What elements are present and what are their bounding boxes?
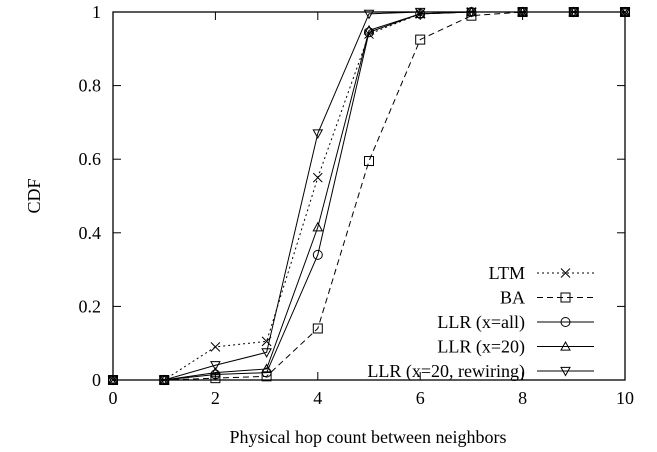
- data-point-series-3: [210, 367, 221, 377]
- data-point-series-3: [261, 363, 272, 374]
- y-tick-label: 0.2: [79, 296, 102, 316]
- series-line-4: [113, 11, 625, 381]
- legend-marker: [560, 317, 571, 327]
- x-tick-label: 2: [211, 388, 220, 408]
- data-point-series-4: [261, 348, 272, 358]
- x-tick-label: 4: [313, 388, 322, 408]
- data-point-series-1: [415, 34, 426, 45]
- y-axis-label: CDF: [24, 178, 44, 213]
- data-point-series-4: [107, 375, 119, 386]
- legend-marker: [560, 366, 571, 377]
- x-tick-label: 6: [416, 388, 425, 408]
- data-point-series-4: [312, 129, 324, 139]
- data-point-series-2: [312, 249, 323, 260]
- legend-marker: [560, 340, 571, 351]
- data-point-series-4: [158, 375, 170, 386]
- legend-label: BA: [500, 288, 525, 308]
- data-point-series-3: [312, 221, 324, 232]
- series-line-0: [113, 11, 625, 381]
- data-point-series-1: [210, 373, 221, 384]
- data-point-series-4: [210, 361, 221, 371]
- series-line-1: [113, 11, 625, 381]
- data-point-series-1: [312, 323, 323, 334]
- plot-area: 0 2 4 6 8 10 0 0.2 0.4 0.6 0.8 1 LTM BA LLR (x=all) LLR…: [79, 2, 635, 408]
- data-point-series-0: [210, 342, 221, 352]
- data-point-series-4: [363, 9, 375, 20]
- x-axis-label: Physical hop count between neighbors: [230, 427, 507, 447]
- legend-label: LTM: [489, 263, 525, 283]
- x-tick-label: 0: [109, 388, 118, 408]
- data-point-series-1: [364, 156, 374, 167]
- y-tick-label: 1: [92, 2, 101, 22]
- legend-marker: [560, 292, 571, 303]
- legend-marker: [560, 268, 571, 278]
- data-point-series-3: [363, 24, 375, 35]
- y-tick-label: 0.8: [79, 76, 102, 96]
- plot-frame: [112, 11, 626, 381]
- x-tick-label: 8: [518, 388, 527, 408]
- data-point-series-4: [414, 7, 426, 18]
- series-line-3: [113, 11, 625, 381]
- data-point-series-4: [466, 7, 477, 18]
- legend-label: LLR (x=all): [437, 312, 525, 333]
- data-point-series-0: [312, 172, 323, 183]
- series-line-2: [113, 11, 625, 381]
- data-point-series-4: [619, 7, 631, 18]
- data-point-series-4: [568, 7, 580, 18]
- legend-label: LLR (x=20): [437, 337, 525, 358]
- data-point-series-4: [517, 7, 528, 18]
- y-tick-label: 0.4: [79, 223, 102, 243]
- y-tick-label: 0: [92, 370, 101, 390]
- legend-label: LLR (x=20, rewiring): [367, 361, 525, 382]
- data-point-series-2: [364, 27, 374, 38]
- x-tick-label: 10: [616, 388, 634, 408]
- y-tick-label: 0.6: [79, 149, 102, 169]
